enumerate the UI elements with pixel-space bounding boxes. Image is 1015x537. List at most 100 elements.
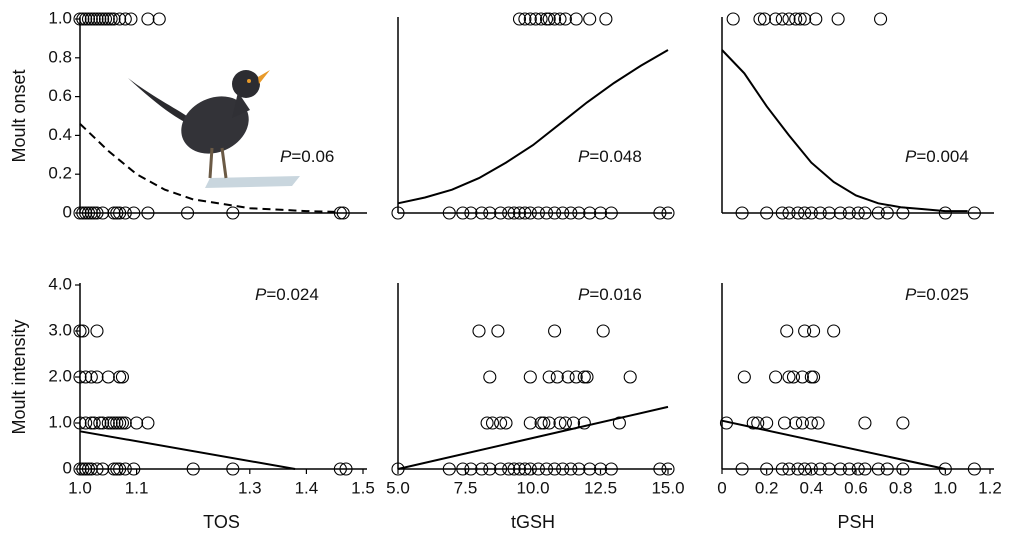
data-point	[76, 462, 90, 476]
data-point	[76, 206, 90, 220]
p-symbol: P	[578, 285, 590, 304]
data-point	[186, 462, 200, 476]
x-tick-label: 1.1	[125, 478, 149, 497]
data-point	[485, 416, 500, 430]
fit-line	[397, 405, 669, 470]
data-point	[558, 416, 572, 430]
x-tick-label: 15.0	[651, 478, 684, 497]
y-tick-label: 3.0	[48, 320, 72, 339]
data-point	[753, 12, 767, 26]
data-point	[531, 462, 545, 476]
data-point	[874, 12, 888, 26]
data-point	[858, 206, 872, 220]
data-point	[746, 416, 760, 430]
p-symbol: P	[280, 147, 292, 166]
data-point	[789, 12, 803, 26]
data-point	[73, 12, 87, 26]
data-point	[726, 12, 740, 26]
data-point	[494, 462, 508, 476]
data-point	[115, 416, 129, 430]
data-point	[760, 206, 774, 220]
p-value-text: =0.024	[266, 285, 318, 304]
data-point	[775, 462, 789, 476]
panel: 0 0.2 0.4 0.6 0.8 1.0 1.2 PSH P=0.025	[717, 283, 1002, 532]
data-point	[851, 206, 865, 220]
x-tick-label: 0.8	[889, 478, 913, 497]
data-point	[76, 12, 90, 26]
data-point	[572, 206, 586, 220]
data-point	[90, 462, 104, 476]
y-tick-label: 0	[63, 202, 72, 221]
data-point	[561, 370, 575, 384]
data-point	[475, 462, 489, 476]
data-point	[548, 324, 562, 338]
data-point	[84, 206, 98, 220]
x-axis-label: TOS	[203, 512, 240, 532]
data-point	[512, 206, 527, 220]
data-point	[518, 206, 532, 220]
data-point	[90, 324, 104, 338]
data-point	[548, 462, 562, 476]
x-tick-label: 1.0	[68, 478, 92, 497]
data-point	[795, 370, 809, 384]
data-point	[79, 12, 93, 26]
data-point	[87, 416, 101, 430]
p-value: P=0.048	[578, 147, 642, 166]
p-value: P=0.024	[255, 285, 319, 304]
data-point	[127, 462, 141, 476]
data-point	[769, 370, 783, 384]
data-point	[967, 206, 981, 220]
data-point	[110, 462, 124, 476]
data-point	[87, 206, 101, 220]
data-point	[518, 462, 532, 476]
data-point	[896, 462, 910, 476]
data-point	[107, 416, 121, 430]
data-point	[798, 12, 812, 26]
data-point	[534, 12, 548, 26]
data-point	[523, 416, 537, 430]
data-point	[502, 462, 516, 476]
data-point	[442, 462, 456, 476]
data-point	[833, 206, 847, 220]
x-tick-label: 1.2	[978, 478, 1002, 497]
data-point	[858, 462, 872, 476]
data-point	[141, 12, 155, 26]
data-point	[107, 12, 121, 26]
data-point	[798, 462, 812, 476]
data-point	[101, 416, 115, 430]
data-point	[531, 206, 545, 220]
data-point	[494, 206, 508, 220]
data-point	[542, 12, 556, 26]
data-point	[73, 206, 87, 220]
data-point	[789, 416, 803, 430]
data-point	[782, 462, 796, 476]
data-point	[653, 206, 667, 220]
data-point	[115, 370, 129, 384]
data-point	[96, 462, 110, 476]
fit-line	[79, 430, 296, 470]
data-point	[90, 12, 104, 26]
data-point	[90, 206, 104, 220]
data-point	[81, 206, 96, 220]
data-point	[822, 462, 836, 476]
data-point	[113, 12, 127, 26]
data-point	[735, 206, 749, 220]
y-tick-label: 2.0	[48, 366, 72, 385]
data-point	[809, 12, 823, 26]
data-point	[583, 206, 597, 220]
p-value-text: =0.06	[291, 147, 334, 166]
data-point	[336, 206, 350, 220]
data-point	[851, 462, 865, 476]
data-point	[101, 12, 115, 26]
panel: 0 0.2 0.4 0.6 0.8 1.0 Moult onset P=0.06	[9, 8, 367, 221]
y-axis-label: Moult intensity	[9, 319, 29, 434]
data-point	[583, 462, 597, 476]
y-tick-label: 0.6	[48, 86, 72, 105]
data-point	[577, 416, 591, 430]
data-point	[791, 462, 805, 476]
data-point	[827, 324, 841, 338]
data-point	[333, 206, 347, 220]
data-point	[130, 416, 144, 430]
data-point	[539, 12, 554, 26]
